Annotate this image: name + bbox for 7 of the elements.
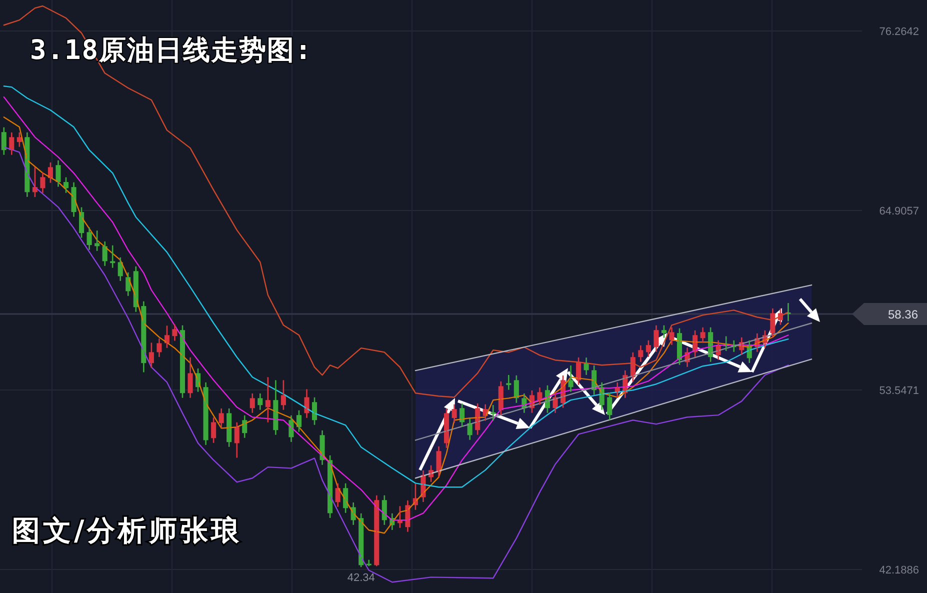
y-tick-label: 42.1886 bbox=[879, 564, 919, 576]
ref-line-label: 58.36 bbox=[888, 307, 918, 322]
annotation: 图文/分析师张琅 bbox=[12, 514, 242, 547]
annotation: 42.34 bbox=[347, 572, 375, 584]
y-tick-label: 64.9057 bbox=[879, 206, 919, 218]
y-tick-label: 76.2642 bbox=[879, 26, 919, 38]
y-tick-label: 53.5471 bbox=[879, 385, 919, 398]
